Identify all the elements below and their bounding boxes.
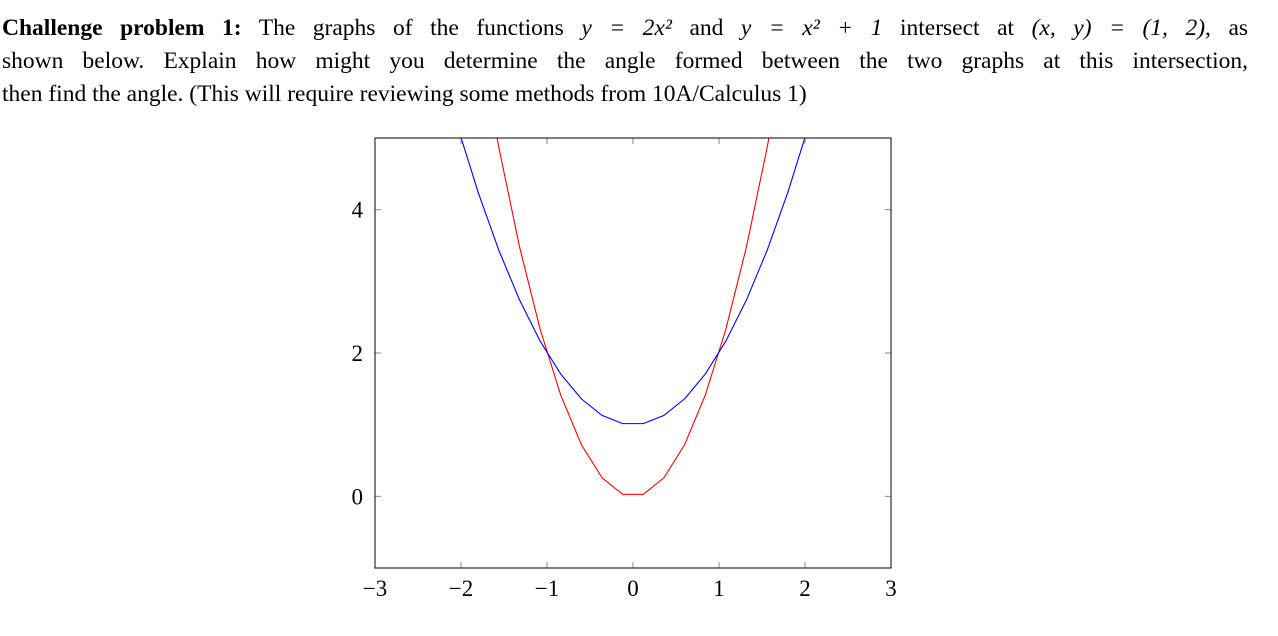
- text-line: then find the angle. (This will require …: [2, 78, 1248, 111]
- x-tick-label: 3: [885, 576, 897, 601]
- math-expression: y = 2x²: [581, 15, 690, 41]
- text-segment: then find the angle. (This will require …: [2, 81, 807, 107]
- x-tick-label: 0: [627, 576, 639, 601]
- x-tick-label: −2: [449, 576, 473, 601]
- x-tick-label: −3: [363, 576, 387, 601]
- plot-frame: [374, 137, 892, 569]
- y-tick-label: 2: [352, 341, 364, 366]
- problem-label: Challenge problem 1:: [2, 15, 242, 41]
- math-expression: (x, y) = (1, 2): [1031, 15, 1206, 41]
- text-line: Challenge problem 1: The graphs of the f…: [2, 12, 1248, 45]
- text-line: shown below. Explain how might you deter…: [2, 45, 1248, 78]
- text-segment: shown below. Explain how might you deter…: [2, 48, 1248, 74]
- x-tick-label: 2: [799, 576, 811, 601]
- series-line-0: [496, 138, 770, 495]
- text-segment: intersect at: [882, 15, 1032, 41]
- text-segment: , as: [1205, 15, 1249, 41]
- math-expression: y = x² + 1: [740, 15, 883, 41]
- x-tick-label: 1: [713, 576, 725, 601]
- text-segment: The graphs of the functions: [241, 15, 582, 41]
- text-segment: and: [689, 15, 741, 41]
- x-tick-label: −1: [535, 576, 559, 601]
- problem-statement: Challenge problem 1: The graphs of the f…: [2, 12, 1248, 111]
- y-tick-label: 0: [352, 484, 364, 509]
- series-line-1: [460, 138, 806, 425]
- y-tick-label: 4: [352, 198, 364, 223]
